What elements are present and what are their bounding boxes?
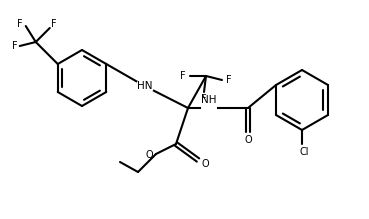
Text: NH: NH bbox=[201, 95, 217, 105]
Text: O: O bbox=[244, 135, 252, 145]
Text: F: F bbox=[226, 75, 232, 85]
Text: F: F bbox=[201, 94, 207, 104]
Text: F: F bbox=[17, 19, 23, 29]
Text: Cl: Cl bbox=[299, 147, 309, 157]
Text: F: F bbox=[180, 71, 186, 81]
Text: F: F bbox=[51, 19, 56, 29]
Text: F: F bbox=[12, 41, 18, 51]
Text: O: O bbox=[145, 150, 153, 160]
Text: HN: HN bbox=[137, 81, 153, 91]
Text: O: O bbox=[201, 159, 209, 169]
